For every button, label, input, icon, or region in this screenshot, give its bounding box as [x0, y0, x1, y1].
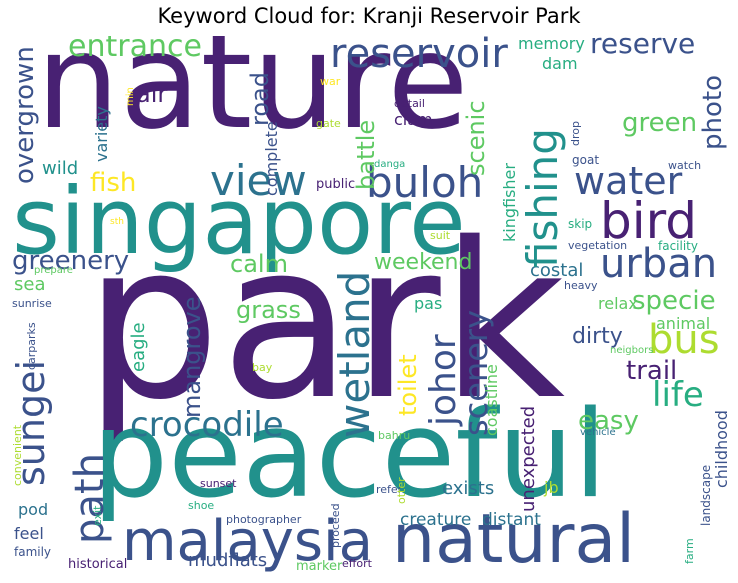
- word-creature: creature: [400, 510, 472, 530]
- word-historical: historical: [68, 557, 128, 572]
- word-pas: pas: [414, 294, 443, 313]
- word-sea: sea: [14, 274, 46, 295]
- word-natural: natural: [392, 500, 636, 578]
- word-scenic: scenic: [462, 100, 490, 176]
- word-memory: memory: [518, 36, 585, 53]
- word-trail: trail: [626, 356, 678, 386]
- word-proceed: proceed: [329, 503, 342, 548]
- word-bus: bus: [648, 317, 720, 363]
- word-vegetation: vegetation: [568, 239, 628, 252]
- word-coastline: coastline: [482, 364, 501, 436]
- word-dirty: dirty: [572, 324, 623, 349]
- word-relax: relax: [598, 294, 638, 313]
- word-suit: suit: [430, 229, 451, 242]
- word-photographer: photographer: [226, 513, 302, 526]
- word-prepare: prepare: [34, 265, 73, 276]
- word-animal: animal: [656, 314, 711, 333]
- word-sunrise: sunrise: [12, 297, 52, 310]
- word-reservoir: reservoir: [330, 36, 508, 77]
- word-war: war: [320, 75, 341, 88]
- word-weekend: weekend: [374, 250, 473, 275]
- word-childhood: childhood: [712, 410, 728, 488]
- word-facility: facility: [658, 239, 698, 253]
- word-pod: pod: [18, 500, 49, 519]
- word-gate: gate: [316, 117, 341, 130]
- word-wetland: wetland: [330, 270, 379, 438]
- word-clam: clam: [394, 110, 433, 129]
- word-farm: farm: [683, 538, 696, 564]
- word-refer: refer: [376, 483, 403, 496]
- word-road: road: [246, 72, 274, 126]
- word-specie: specie: [632, 286, 716, 316]
- word-skip: skip: [568, 217, 593, 231]
- word-eagle: eagle: [128, 322, 149, 372]
- word-watch: watch: [668, 159, 702, 172]
- word-bay: bay: [252, 361, 273, 374]
- word-drop: drop: [569, 121, 582, 146]
- word-malaysia: malaysia: [122, 509, 373, 574]
- word-easy: easy: [578, 406, 639, 436]
- word-fish: fish: [90, 168, 137, 198]
- word-green: green: [622, 108, 698, 138]
- word-crocodile: crocodile: [130, 405, 284, 445]
- word-singapore: singapore: [12, 168, 466, 275]
- word-life: life: [652, 375, 704, 415]
- word-urban: urban: [600, 241, 718, 287]
- word-greenery: greenery: [12, 246, 130, 276]
- word-landscape: landscape: [699, 464, 713, 526]
- word-mangrove: mangrove: [178, 296, 206, 418]
- word-view: view: [210, 156, 307, 205]
- word-battle: battle: [352, 119, 380, 190]
- word-cloud: nature park singapore peaceful natural m…: [12, 36, 728, 578]
- word-marker: marker: [296, 559, 343, 574]
- word-exists: exists: [442, 478, 495, 499]
- word-nature: nature: [36, 36, 469, 159]
- word-bird: bird: [600, 192, 698, 250]
- word-carparks: carparks: [25, 322, 38, 370]
- word-kingfisher: kingfisher: [500, 163, 519, 242]
- word-shoe: shoe: [188, 499, 215, 512]
- word-complete: complete: [262, 121, 281, 196]
- word-sth: sth: [110, 217, 124, 227]
- word-public: public: [316, 177, 356, 192]
- word-unexpected: unexpected: [518, 405, 539, 512]
- word-dam: dam: [542, 54, 578, 73]
- word-reserve: reserve: [590, 36, 696, 60]
- word-danga: danga: [374, 159, 406, 170]
- word-grass: grass: [236, 296, 301, 324]
- word-min: min: [125, 87, 136, 106]
- word-air: air: [136, 80, 168, 108]
- word-sunset: sunset: [200, 477, 237, 490]
- word-neigbors: neigbors: [610, 345, 654, 356]
- word-detail: detail: [394, 97, 425, 110]
- word-goat: goat: [572, 153, 600, 167]
- chart-title: Keyword Cloud for: Kranji Reservoir Park: [157, 4, 581, 28]
- word-exit: exit: [91, 505, 104, 526]
- word-mudflats: mudflats: [188, 550, 268, 571]
- word-feel: feel: [14, 524, 44, 543]
- word-costal: costal: [530, 260, 584, 281]
- word-overgrown: overgrown: [12, 46, 40, 184]
- word-bahru: bahru: [378, 429, 411, 442]
- word-toilet: toilet: [394, 354, 422, 416]
- word-heavy: heavy: [564, 279, 598, 292]
- word-family: family: [14, 545, 52, 559]
- word-water: water: [574, 159, 683, 203]
- word-calm: calm: [230, 250, 288, 278]
- word-jb: jb: [544, 478, 559, 497]
- word-effort: effort: [342, 557, 372, 570]
- word-convenient: convenient: [12, 424, 24, 486]
- word-variety: variety: [92, 106, 111, 162]
- word-peaceful: peaceful: [92, 386, 607, 525]
- word-photo: photo: [698, 75, 728, 150]
- word-park: park: [84, 196, 566, 447]
- word-distant: distant: [482, 510, 541, 530]
- word-entrance: entrance: [68, 36, 202, 64]
- word-buloh: buloh: [366, 158, 484, 207]
- word-wild: wild: [42, 158, 79, 179]
- word-otter: otter: [395, 477, 408, 504]
- word-fishing: fishing: [518, 128, 567, 268]
- word-vehicle: vehicle: [580, 427, 616, 438]
- word-path: path: [67, 453, 113, 544]
